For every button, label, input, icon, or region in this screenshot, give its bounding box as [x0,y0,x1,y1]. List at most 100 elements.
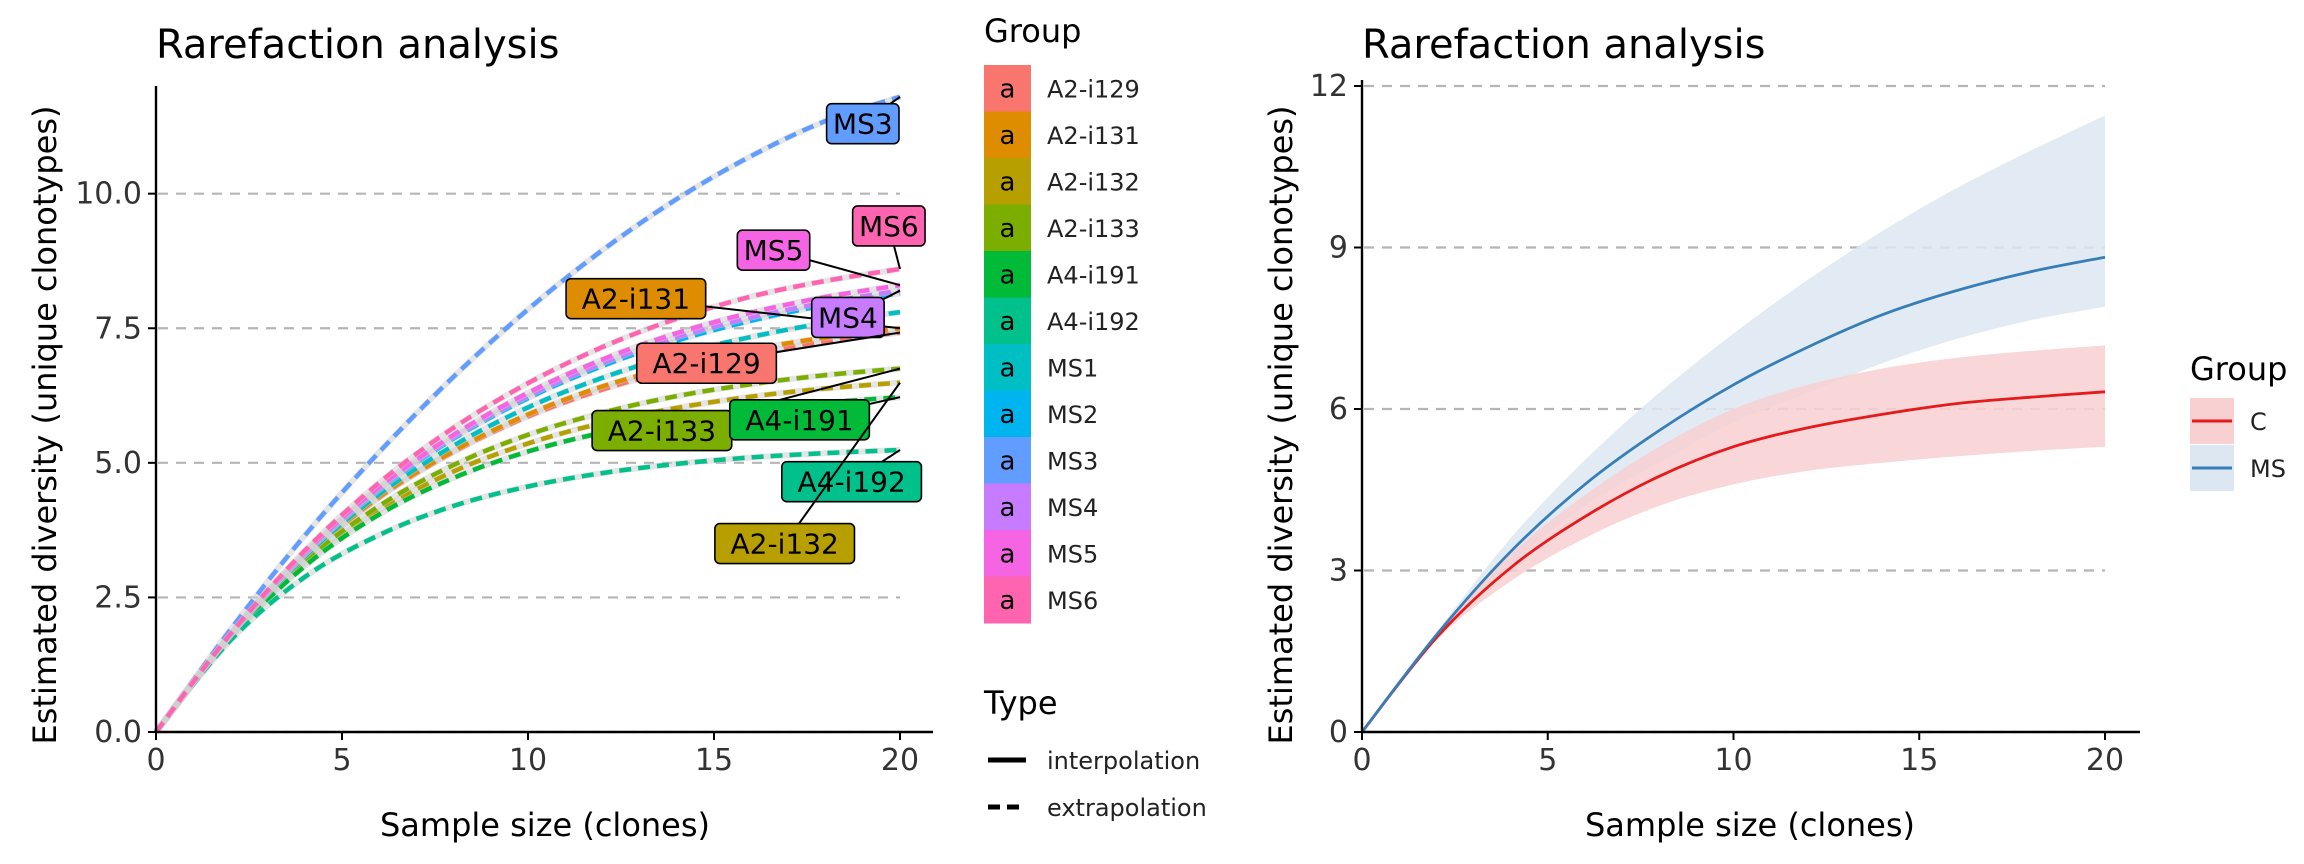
legend-label-ms2: MS2 [1047,401,1098,429]
left-group-legend: Group a A2-i129 a A2-i131 a A2-i132 a A2-i133 a A… [984,12,1140,624]
left-x-axis-title: Sample size (clones) [380,806,710,844]
legend-key-letter-a2-i133: a [1000,214,1016,244]
right-series-lines [1360,255,2106,733]
right-group-legend: Group C MS [2190,350,2287,491]
right-y-tick-label: 3 [1329,554,1348,589]
curve-label-box-ms6 [851,205,926,247]
left-y-axis-title: Estimated diversity (unique clonotypes) [26,106,64,745]
series-line-ms5 [154,282,901,734]
legend-label-ms4: MS4 [1047,494,1098,522]
series-line-ms4 [154,288,901,734]
right-x-tick-label: 20 [2086,743,2124,778]
left-series-lines [153,93,901,734]
legend-key-ms1 [984,344,1031,391]
left-curve-labels: MS3 MS6 MS5 A2-i131 MS4 A2-i129 A2-i133 A4-i191… [565,95,926,565]
legend-key-letter-ms6: a [1000,586,1016,616]
series-ribbon-ms4 [153,287,901,734]
curve-label-ms4: MS4 [818,301,878,334]
curve-label-box-a4-i192 [781,460,923,503]
left-group-legend-items: a A2-i129 a A2-i131 a A2-i132 a A2-i133 a A4-i191… [984,65,1140,624]
legend-label-a2-i133: A2-i133 [1047,215,1140,243]
left-x-tick-label: 10 [509,743,547,778]
legend-key-letter-ms5: a [1000,539,1016,569]
right-x-tick-label: 10 [1714,743,1752,778]
curve-label-ms3: MS3 [833,108,893,141]
series-line-ms6 [154,266,901,734]
type-label-extrapolation: extrapolation [1047,794,1207,822]
curve-label-box-a2-i132 [714,522,856,565]
left-type-legend-title: Type [983,684,1058,722]
left-axes: 0.0 2.5 5.0 7.5 10.0 0 5 10 15 20 [75,86,933,778]
series-line-ms [1360,255,2106,733]
right-y-tick-label: 12 [1310,69,1348,104]
curve-label-box-ms3 [825,102,900,145]
legend-key-ms3 [984,437,1031,484]
left-y-tick-label: 7.5 [94,311,142,346]
curve-label-a2-i132: A2-i132 [731,528,839,561]
right-legend-title: Group [2190,350,2287,388]
legend-label-ms5: MS5 [1047,540,1098,568]
left-y-tick-label: 0.0 [94,715,142,750]
curve-label-a4-i192: A4-i192 [797,466,905,499]
curve-label-a2-i131: A2-i131 [582,283,690,316]
curve-label-leader-a2-i132 [783,382,901,545]
legend-key-letter-a4-i191: a [1000,260,1016,290]
legend-key-ms5 [984,530,1031,577]
legend-key-a4-i192 [984,297,1031,345]
curve-label-a4-i191: A4-i191 [745,404,853,437]
confidence-band-c [1362,345,2105,732]
series-line-ms1 [154,309,901,734]
left-y-tick-label: 5.0 [94,446,142,481]
left-x-tick-label: 5 [332,743,351,778]
series-ribbon-ms5 [153,282,901,734]
legend-key-letter-a2-i131: a [1000,121,1016,151]
left-y-tick-label: 10.0 [75,177,142,212]
legend-key-letter-a2-i132: a [1000,167,1016,197]
curve-label-ms5: MS5 [744,234,804,267]
series-ribbon-ms1 [153,309,901,734]
right-chart-title: Rarefaction analysis [1362,22,1765,68]
curve-label-box-a2-i129 [635,342,778,385]
type-label-interpolation: interpolation [1047,747,1200,775]
curve-label-box-ms5 [736,229,811,271]
legend-label-ms6: MS6 [1047,587,1098,615]
right-axes: 0 3 6 9 12 0 5 10 15 20 [1310,69,2140,778]
legend-label-a4-i192: A4-i192 [1047,308,1140,336]
left-x-tick-label: 15 [695,743,733,778]
right-confidence-bands [1362,115,2105,733]
legend-key-ms6 [984,576,1031,624]
left-chart-title: Rarefaction analysis [156,22,559,68]
confidence-band-ms [1362,115,2105,733]
legend-key-letter-ms2: a [1000,400,1016,430]
curve-label-a2-i129: A2-i129 [652,347,760,380]
right-legend-items: C MS [2190,398,2286,491]
right-x-tick-label: 0 [1352,743,1371,778]
right-x-axis-title: Sample size (clones) [1585,806,1915,844]
legend-key-letter-a2-i129: a [1000,74,1016,104]
legend-key-ms4 [984,483,1031,531]
left-x-tick-label: 0 [146,743,165,778]
series-ribbon-a4-i192 [153,446,901,734]
legend-key-letter-ms1: a [1000,353,1016,383]
right-y-tick-label: 0 [1329,715,1348,750]
series-ribbon-ms2 [153,290,901,734]
legend-label-a2-i132: A2-i132 [1047,168,1140,196]
legend-key-letter-ms4: a [1000,493,1016,523]
series-line-c [1360,390,2106,733]
legend-key-letter-a4-i192: a [1000,307,1016,337]
series-line-a4-i191 [154,394,901,734]
curve-label-box-a4-i191 [728,398,871,441]
left-type-legend: Type interpolation extrapolation [983,684,1207,822]
legend-key-a2-i133 [984,204,1031,252]
series-line-ms2 [154,291,901,734]
legend-label-a2-i129: A2-i129 [1047,75,1140,103]
series-ribbon-a4-i191 [153,394,901,734]
legend-key-ms2 [984,390,1031,438]
legend-key-a2-i131 [984,111,1031,159]
left-x-tick-label: 20 [881,743,919,778]
legend-key-a2-i129 [984,65,1031,112]
legend-label-c: C [2250,408,2267,436]
curve-label-ms6: MS6 [859,210,919,243]
legend-key-a4-i191 [984,251,1031,298]
legend-label-a2-i131: A2-i131 [1047,122,1140,150]
